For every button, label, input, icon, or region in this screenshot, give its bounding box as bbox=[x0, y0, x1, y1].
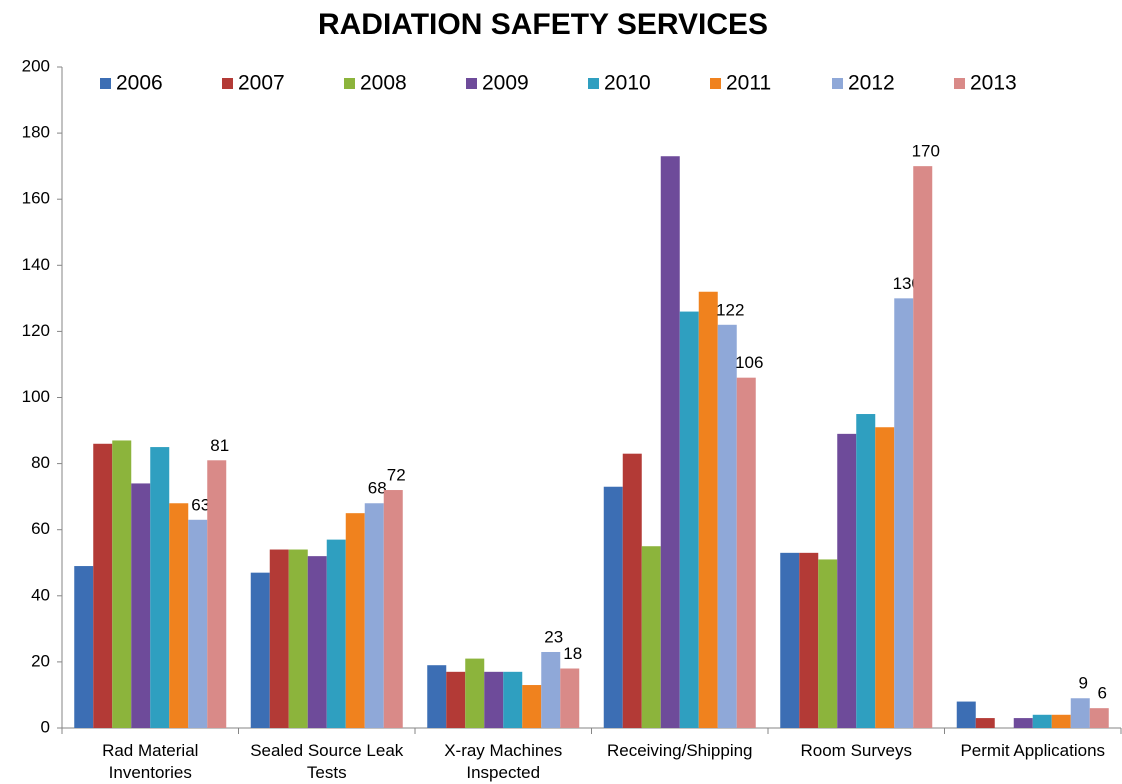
legend-label: 2012 bbox=[848, 72, 895, 95]
y-tick-label: 120 bbox=[22, 321, 50, 340]
bar bbox=[913, 166, 933, 728]
legend-swatch bbox=[222, 78, 233, 89]
y-tick-label: 100 bbox=[22, 387, 50, 406]
legend-label: 2007 bbox=[238, 72, 285, 95]
bar bbox=[484, 671, 504, 728]
chart-title: RADIATION SAFETY SERVICES bbox=[318, 8, 768, 41]
legend-swatch bbox=[466, 78, 477, 89]
bar bbox=[74, 566, 94, 728]
legend-swatch bbox=[100, 78, 111, 89]
bar bbox=[603, 486, 623, 728]
bar bbox=[522, 685, 542, 728]
bar bbox=[1070, 698, 1090, 728]
legend-label: 2008 bbox=[360, 72, 407, 95]
bar bbox=[250, 572, 270, 728]
data-label: 81 bbox=[210, 436, 229, 455]
bar bbox=[1032, 714, 1052, 728]
bar bbox=[622, 453, 642, 728]
bar bbox=[837, 433, 857, 728]
x-tick-label: X-ray Machines Inspected bbox=[444, 741, 563, 782]
legend-swatch bbox=[588, 78, 599, 89]
data-label: 68 bbox=[368, 479, 387, 498]
data-label: 72 bbox=[387, 466, 406, 485]
legend-swatch bbox=[832, 78, 843, 89]
bar bbox=[660, 156, 680, 729]
legend-label: 2011 bbox=[726, 72, 771, 95]
legend-swatch bbox=[710, 78, 721, 89]
y-tick-label: 160 bbox=[22, 189, 50, 208]
bar bbox=[307, 556, 327, 728]
data-label: 9 bbox=[1079, 674, 1088, 693]
bar bbox=[326, 539, 346, 728]
bar bbox=[560, 668, 580, 728]
bar bbox=[956, 701, 976, 728]
bar bbox=[780, 552, 800, 728]
bar bbox=[856, 414, 876, 728]
legend-label: 2006 bbox=[116, 72, 163, 95]
x-tick-label: Rad Material Inventories bbox=[102, 741, 199, 782]
y-tick-label: 80 bbox=[31, 453, 50, 472]
x-tick-label: Sealed Source Leak Tests bbox=[250, 741, 404, 782]
data-label: 6 bbox=[1098, 684, 1107, 703]
bar bbox=[364, 503, 384, 728]
bar bbox=[736, 377, 756, 728]
bar bbox=[131, 483, 151, 728]
data-label: 106 bbox=[735, 353, 763, 372]
bar bbox=[641, 546, 661, 728]
bar bbox=[112, 440, 132, 728]
bar bbox=[717, 324, 737, 728]
bar bbox=[188, 519, 208, 728]
bar bbox=[894, 298, 914, 728]
y-tick-label: 20 bbox=[31, 651, 50, 670]
data-label: 122 bbox=[716, 300, 744, 319]
y-tick-label: 0 bbox=[41, 717, 50, 736]
bar bbox=[150, 447, 170, 728]
bar bbox=[288, 549, 308, 728]
data-label: 170 bbox=[912, 142, 940, 161]
bar bbox=[169, 503, 189, 728]
y-tick-label: 180 bbox=[22, 123, 50, 142]
bar bbox=[269, 549, 289, 728]
y-tick-label: 40 bbox=[31, 585, 50, 604]
bar bbox=[345, 513, 365, 728]
data-label: 18 bbox=[563, 644, 582, 663]
bar bbox=[207, 460, 227, 728]
bar bbox=[1013, 718, 1033, 728]
bar bbox=[93, 443, 113, 728]
x-tick-label: Receiving/Shipping bbox=[606, 741, 753, 760]
legend-swatch bbox=[954, 78, 965, 89]
bar bbox=[698, 291, 718, 728]
bar bbox=[975, 718, 995, 728]
bar bbox=[875, 427, 895, 728]
bar bbox=[541, 651, 561, 728]
y-tick-label: 200 bbox=[22, 56, 50, 75]
bar bbox=[427, 665, 447, 728]
data-label: 63 bbox=[191, 495, 210, 514]
legend-label: 2010 bbox=[604, 72, 651, 95]
bar bbox=[383, 490, 403, 728]
x-tick-label: Room Surveys bbox=[800, 741, 912, 760]
data-label: 23 bbox=[544, 627, 563, 646]
y-tick-label: 60 bbox=[31, 519, 50, 538]
legend-label: 2009 bbox=[482, 72, 529, 95]
x-tick-label: Permit Applications bbox=[960, 741, 1106, 760]
legend-swatch bbox=[344, 78, 355, 89]
bar bbox=[799, 552, 819, 728]
legend-label: 2013 bbox=[970, 72, 1017, 95]
bar bbox=[818, 559, 838, 728]
bar bbox=[465, 658, 485, 728]
y-tick-label: 140 bbox=[22, 255, 50, 274]
bar bbox=[1089, 708, 1109, 728]
bar bbox=[446, 671, 466, 728]
bar bbox=[679, 311, 699, 728]
bar bbox=[503, 671, 523, 728]
bar bbox=[1051, 714, 1071, 728]
